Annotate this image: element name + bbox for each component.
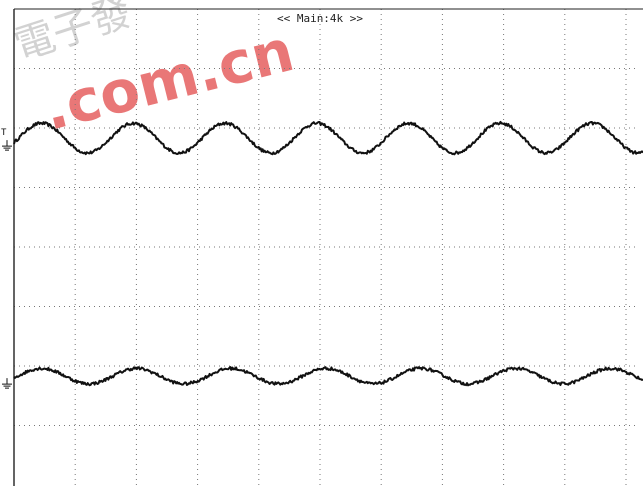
waveform-trace-1 — [13, 120, 643, 156]
waveform-traces — [13, 120, 643, 387]
ground-marker-icon — [2, 140, 12, 151]
channel-markers: T — [1, 128, 12, 389]
waveform-trace-2 — [13, 366, 643, 387]
graticule — [14, 9, 636, 485]
trigger-marker-label: T — [1, 128, 7, 138]
ground-marker-icon — [2, 378, 12, 389]
timebase-label: << Main:4k >> — [277, 12, 363, 25]
